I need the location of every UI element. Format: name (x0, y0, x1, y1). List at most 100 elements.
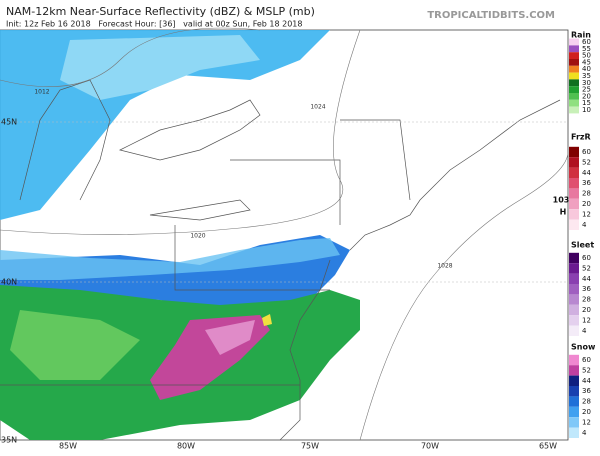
legend-swatch (569, 188, 579, 199)
legend-tick-label: 4 (582, 327, 587, 335)
legend-title: Snow (571, 343, 596, 352)
legend-swatch (569, 209, 579, 220)
legend-swatch (569, 294, 579, 305)
isobar-label: 1020 (190, 233, 205, 240)
legend-tick-label: 12 (582, 316, 591, 324)
legend-tick-label: 60 (582, 356, 591, 364)
legend-tick-label: 44 (582, 377, 591, 385)
precip-sleet-spot (262, 314, 272, 326)
legend-tick-label: 12 (582, 210, 591, 218)
site-name: TROPICALTIDBITS.COM (427, 10, 555, 21)
legend-swatch (569, 93, 579, 100)
lake (149, 199, 251, 221)
title: NAM-12km Near-Surface Reflectivity (dBZ)… (6, 5, 315, 18)
legend-swatch (569, 427, 579, 438)
isobar (359, 149, 569, 441)
legend-tick-label: 4 (582, 429, 587, 437)
legend-tick-label: 12 (582, 418, 591, 426)
isobar-labels: 1012 1020 1024 1028 103 H (34, 89, 569, 270)
legend-swatch (569, 219, 579, 230)
legend-swatch (569, 38, 579, 46)
legend-swatch (569, 325, 579, 336)
legend-swatch (569, 106, 579, 114)
legend-tick-label: 20 (582, 200, 591, 208)
legend-swatch (569, 86, 579, 93)
legend-tick-label: 36 (582, 179, 591, 187)
legend-tick-label: 20 (582, 408, 591, 416)
legend-tick-label: 20 (582, 92, 591, 100)
legend-swatch (569, 45, 579, 53)
legend-tick-label: 20 (582, 306, 591, 314)
legend-tick-label: 52 (582, 264, 591, 272)
legend-swatch (569, 354, 579, 366)
legend-swatch (569, 406, 579, 418)
legend-tick-label: 45 (582, 58, 591, 66)
legend-tick-label: 60 (582, 148, 591, 156)
legend-tick-label: 44 (582, 169, 591, 177)
legend-tick-label: 25 (582, 86, 591, 94)
legend-tick-label: 60 (582, 38, 591, 46)
legend-swatch (569, 396, 579, 407)
legend-tick-label: 35 (582, 72, 591, 80)
legend-tick-label: 4 (582, 221, 587, 229)
legend-title: Rain (571, 31, 591, 40)
axis-labels: 45N 40N 35N 85W 80W 75W 70W 65W (1, 118, 557, 451)
longitude-label: 80W (177, 442, 195, 451)
legend-swatch (569, 146, 579, 158)
legend-title: FrzR (571, 133, 591, 142)
legend-tick-label: 36 (582, 387, 591, 395)
legend-tick-label: 10 (582, 106, 591, 114)
legend-tick-label: 40 (582, 65, 591, 73)
legend-swatch (569, 284, 579, 295)
coastlines (0, 79, 561, 441)
legend-title: Sleet (571, 241, 594, 250)
legend-tick-label: 50 (582, 52, 591, 60)
legend-tick-label: 28 (582, 398, 591, 406)
legend-tick-label: 55 (582, 45, 591, 53)
coast (349, 99, 561, 251)
legend-swatch (569, 375, 579, 386)
isobar-label: 1012 (34, 89, 49, 96)
legend-swatch (569, 273, 579, 284)
legend-swatch (569, 315, 579, 326)
precip-rain-light (10, 310, 140, 380)
precip-freezing-light (205, 320, 255, 355)
legend-swatch (569, 386, 579, 397)
isobar-label: 1028 (437, 263, 452, 270)
graticule (0, 121, 568, 283)
lake (19, 79, 111, 201)
legend-swatch (569, 304, 579, 316)
legend-tick-label: 36 (582, 285, 591, 293)
map-area (0, 27, 569, 441)
latitude-label: 45N (1, 118, 17, 127)
legend-swatch (569, 365, 579, 376)
legend-tick-label: 52 (582, 366, 591, 374)
latitude-label: 40N (1, 278, 17, 287)
lake (118, 99, 261, 161)
borders (0, 119, 411, 386)
precip-snow-light (0, 238, 340, 280)
isobar-label: 1024 (310, 104, 325, 111)
longitude-label: 70W (421, 442, 439, 451)
legend-swatch (569, 99, 579, 107)
colorbar: Rain6055504540353025201510FrzR6052443628… (569, 31, 596, 438)
legend-swatch (569, 79, 579, 87)
legend-tick-label: 30 (582, 79, 591, 87)
legend-swatch (569, 65, 579, 73)
precip-light (60, 35, 260, 100)
legend-tick-label: 28 (582, 190, 591, 198)
legend-swatch (569, 157, 579, 168)
longitude-label: 75W (301, 442, 319, 451)
legend-swatch (569, 198, 579, 210)
legend-swatch (569, 167, 579, 178)
isobars (0, 27, 569, 441)
latitude-label: 35N (1, 436, 17, 445)
isobar-label: 103 (553, 196, 570, 205)
isobar (0, 29, 361, 235)
legend-tick-label: 60 (582, 254, 591, 262)
isobar-label: H (560, 208, 567, 217)
longitude-label: 65W (539, 442, 557, 451)
legend-swatch (569, 52, 579, 59)
legend-tick-label: 44 (582, 275, 591, 283)
